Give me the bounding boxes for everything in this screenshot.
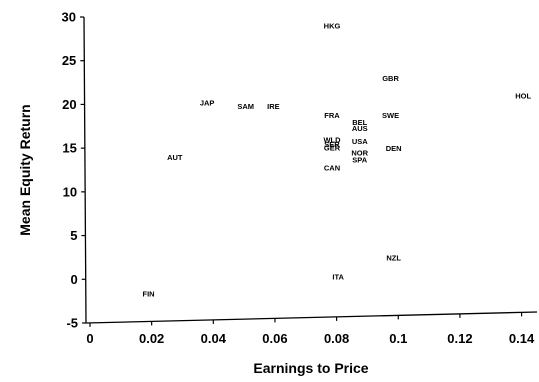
data-point-label: CAN — [324, 163, 340, 172]
data-point-label: SAM — [237, 102, 254, 111]
data-point-label: WLD — [323, 135, 341, 144]
y-tick-label: 25 — [62, 53, 76, 68]
data-point-label: IRE — [267, 102, 280, 111]
x-ticks: 0 0.02 0.04 0.06 0.08 0.1 0.12 0.14 — [86, 312, 535, 346]
data-point-label: SPA — [352, 156, 367, 165]
data-point-label: ITA — [332, 273, 344, 282]
data-point-label: GER — [324, 143, 341, 152]
data-point-label: GBR — [382, 74, 399, 83]
x-tick-label: 0 — [86, 331, 93, 346]
x-tick-label: 0.14 — [509, 331, 535, 346]
y-axis-title: Mean Equity Return — [17, 104, 33, 235]
y-tick-label: 15 — [62, 141, 76, 156]
y-axis-line — [83, 16, 87, 324]
x-tick-label: 0.06 — [262, 331, 287, 346]
x-axis-title: Earnings to Price — [253, 360, 368, 376]
x-axis-line — [85, 311, 538, 324]
y-ticks: -5 0 5 10 15 20 25 30 — [62, 10, 86, 331]
data-point-label: AUT — [167, 153, 183, 162]
y-tick-label: 10 — [63, 184, 77, 199]
data-point-label: USA — [352, 137, 368, 146]
data-point-label: FIN — [143, 289, 155, 298]
y-tick-label: -5 — [66, 316, 78, 331]
data-point-label: SWE — [382, 111, 399, 120]
x-tick-label: 0.02 — [139, 331, 164, 346]
y-tick-label: 0 — [70, 272, 77, 287]
data-point-label: BEL — [352, 118, 367, 127]
x-tick-label: 0.1 — [389, 331, 407, 346]
x-tick-label: 0.12 — [447, 331, 472, 346]
data-point-label: DEN — [386, 144, 402, 153]
x-tick-label: 0.08 — [324, 331, 349, 346]
data-point-label: JAP — [200, 99, 215, 108]
data-point-label: FRA — [324, 111, 340, 120]
y-tick-label: 30 — [62, 10, 76, 25]
data-point-label: HOL — [515, 92, 531, 101]
x-tick-label: 0.04 — [201, 331, 227, 346]
data-point-label: NZL — [386, 253, 401, 262]
data-point-label: HKG — [324, 22, 341, 31]
data-point-label: SER — [324, 140, 340, 149]
y-tick-label: 20 — [62, 97, 76, 112]
axes — [83, 16, 538, 324]
data-point-label: NOR — [351, 149, 368, 158]
y-tick-label: 5 — [70, 228, 77, 243]
data-point-label: AUS — [352, 124, 368, 133]
